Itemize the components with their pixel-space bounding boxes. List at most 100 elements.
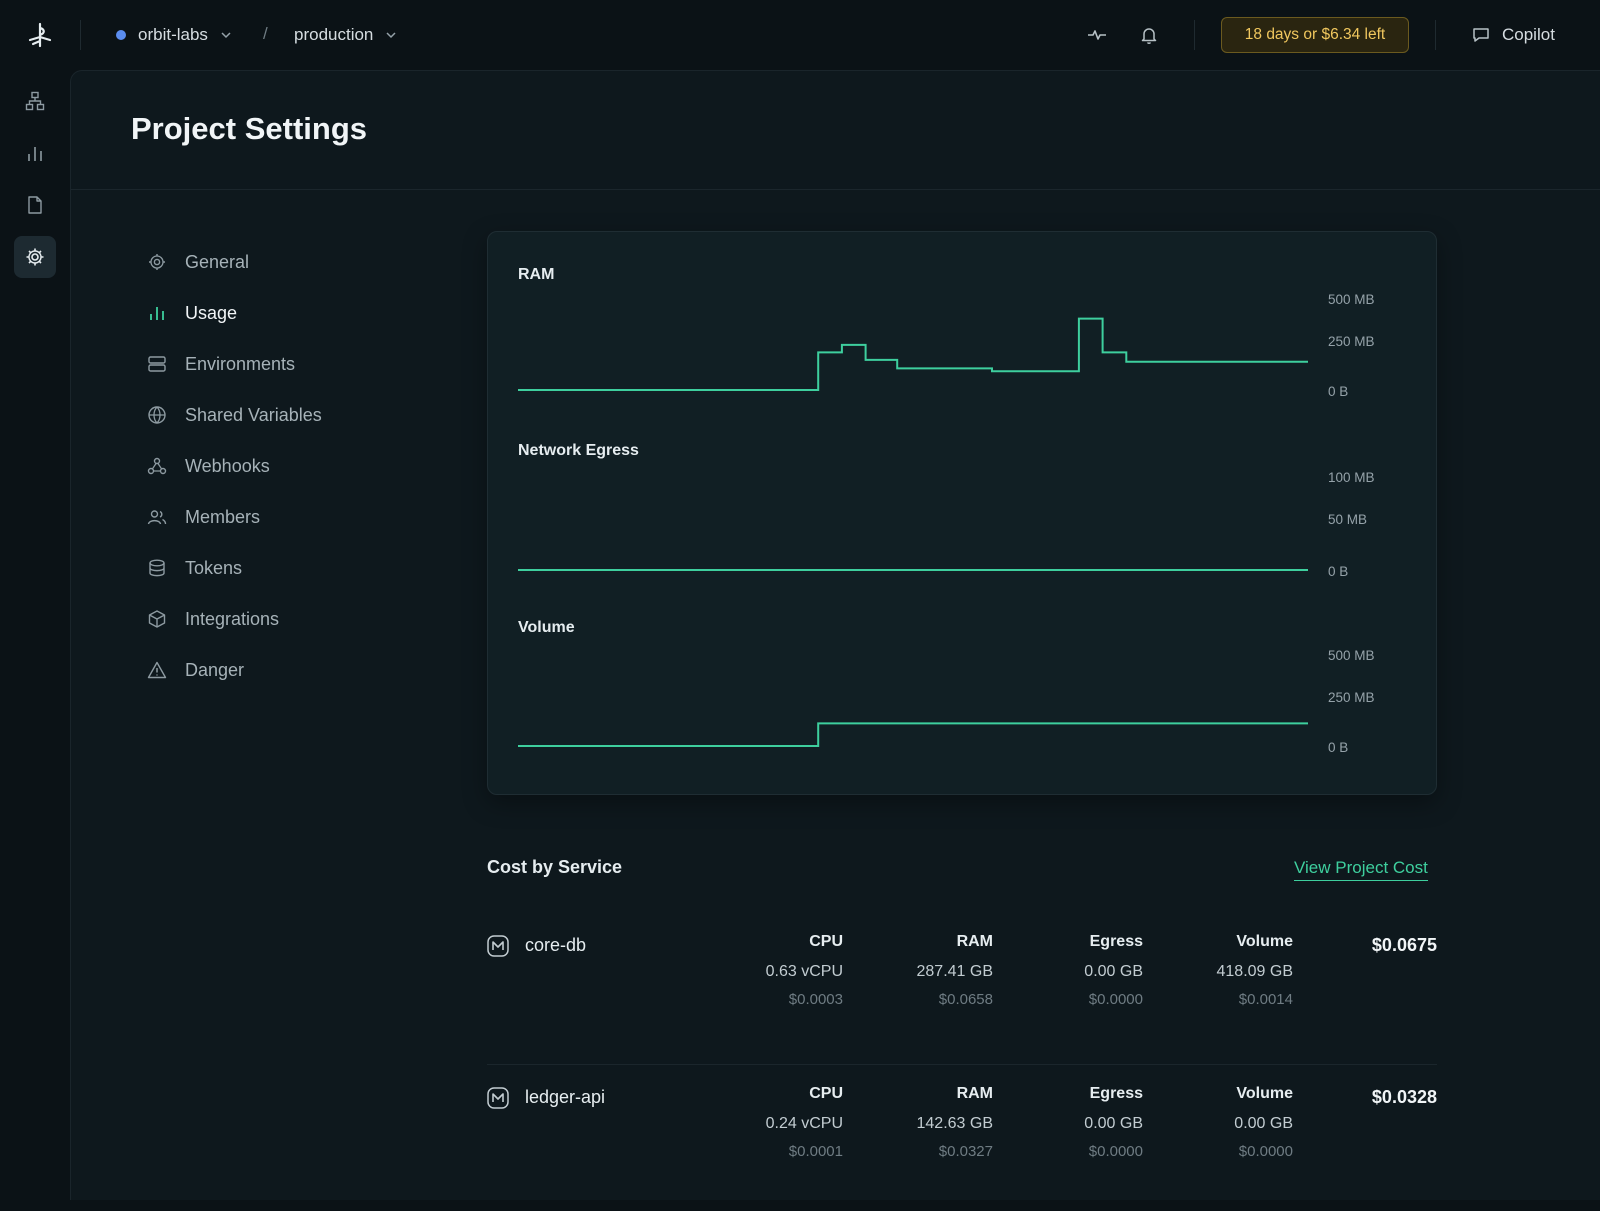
mysql-service-icon <box>487 935 509 957</box>
metric-cost: $0.0001 <box>788 1143 843 1160</box>
left-rail <box>0 70 70 1200</box>
users-icon <box>147 510 167 525</box>
nav-item-tokens[interactable]: Tokens <box>147 553 407 583</box>
metric-cost: $0.0000 <box>1238 1143 1293 1160</box>
nav-item-members[interactable]: Members <box>147 502 407 532</box>
nav-label: Webhooks <box>185 455 270 476</box>
metric-value: 0.24 vCPU <box>765 1115 843 1132</box>
rail-logs[interactable] <box>14 184 56 226</box>
metrics-icon <box>28 147 42 161</box>
metric-value: 142.63 GB <box>916 1115 994 1132</box>
ram-series-line <box>518 317 1308 391</box>
nav-item-webhooks[interactable]: Webhooks <box>147 451 407 481</box>
view-project-cost-link[interactable]: View Project Cost <box>1294 858 1428 881</box>
metric-value: 0.00 GB <box>1084 1115 1143 1132</box>
divider <box>1435 20 1436 50</box>
metric-cpu: CPU 0.63 vCPU $0.0003 <box>693 909 843 1008</box>
webhook-icon <box>147 457 167 475</box>
bell-icon[interactable] <box>1139 25 1159 45</box>
metric-volume: Volume 418.09 GB $0.0014 <box>1143 909 1294 1008</box>
nav-label: General <box>185 251 250 272</box>
chevron-down-icon <box>221 32 231 39</box>
metric-egress: Egress 0.00 GB $0.0000 <box>993 1061 1143 1160</box>
service-row[interactable]: core-db CPU 0.63 vCPU $0.0003 RAM 287.41… <box>487 909 1437 1059</box>
trial-badge[interactable]: 18 days or $6.34 left <box>1221 17 1409 53</box>
app-logo-icon[interactable] <box>24 20 54 50</box>
metric-volume: Volume 0.00 GB $0.0000 <box>1143 1061 1293 1160</box>
metric-cost: $0.0000 <box>1088 1143 1143 1160</box>
metric-egress: Egress 0.00 GB $0.0000 <box>993 909 1143 1008</box>
activity-icon[interactable] <box>1087 25 1107 45</box>
nav-label: Environments <box>185 353 296 374</box>
ram-chart-title: RAM <box>518 266 554 283</box>
volume-chart-title: Volume <box>518 619 575 636</box>
network-egress-tick-label: 50 MB <box>1328 512 1367 527</box>
usage-charts: RAM 500 MB 250 MB 0 B Network Egress 100 MB 50… <box>518 266 1375 755</box>
database-icon <box>149 559 165 577</box>
warning-icon <box>147 661 167 679</box>
nav-label: Members <box>185 506 261 527</box>
volume-tick-label: 0 B <box>1328 740 1348 755</box>
metric-label: RAM <box>956 933 993 950</box>
nav-label: Tokens <box>185 557 243 578</box>
service-name: core-db <box>525 935 587 955</box>
nav-item-shared-variables[interactable]: Shared Variables <box>147 400 407 430</box>
network-egress-chart-title: Network Egress <box>518 442 639 459</box>
rail-settings[interactable] <box>14 236 56 278</box>
metric-cost: $0.0658 <box>938 991 993 1008</box>
service-row[interactable]: ledger-api CPU 0.24 vCPU $0.0001 RAM 142… <box>487 1061 1437 1211</box>
network-egress-tick-label: 0 B <box>1328 564 1348 579</box>
metric-value: 0.00 GB <box>1234 1115 1293 1132</box>
nav-item-environments[interactable]: Environments <box>147 349 407 379</box>
gear-icon <box>149 254 165 270</box>
metric-cpu: CPU 0.24 vCPU $0.0001 <box>693 1061 843 1160</box>
metric-value: 287.41 GB <box>916 963 994 980</box>
nav-item-general[interactable]: General <box>147 247 407 277</box>
nav-item-integrations[interactable]: Integrations <box>147 604 407 634</box>
row-divider <box>487 1064 1437 1065</box>
metric-label: CPU <box>809 933 843 950</box>
rail-architecture[interactable] <box>14 80 56 122</box>
top-bar: orbit-labs / production 18 days or $6.34… <box>0 0 1600 70</box>
page-title: Project Settings <box>131 111 367 146</box>
copilot-button[interactable]: Copilot <box>1472 22 1555 48</box>
nav-label: Integrations <box>185 608 280 629</box>
network-egress-tick-label: 100 MB <box>1328 470 1375 485</box>
chevron-down-icon <box>386 32 396 39</box>
rail-metrics[interactable] <box>14 132 56 174</box>
metric-value: 0.63 vCPU <box>765 963 843 980</box>
metric-label: Egress <box>1089 1085 1143 1102</box>
breadcrumb-separator: / <box>263 24 268 43</box>
metric-label: CPU <box>809 1085 843 1102</box>
metric-label: Egress <box>1089 933 1143 950</box>
metric-cost: $0.0014 <box>1238 991 1293 1008</box>
workspace-dot <box>116 30 126 40</box>
nav-label: Shared Variables <box>185 404 322 425</box>
server-icon <box>148 356 166 372</box>
workspace-selector[interactable]: orbit-labs <box>116 22 232 48</box>
service-total-cost: $0.0328 <box>1371 1087 1437 1107</box>
usage-chart-card: RAM 500 MB 250 MB 0 B Network Egress 100 MB 50… <box>487 231 1437 795</box>
workspace-name: orbit-labs <box>138 25 208 44</box>
metric-ram: RAM 287.41 GB $0.0658 <box>843 909 994 1008</box>
box-icon <box>148 610 166 628</box>
header-divider <box>71 189 1600 190</box>
settings-icon <box>26 248 44 266</box>
nav-item-usage[interactable]: Usage <box>147 298 407 328</box>
ram-tick-label: 0 B <box>1328 384 1348 399</box>
service-total-cost: $0.0675 <box>1371 935 1437 955</box>
ram-tick-label: 250 MB <box>1328 334 1375 349</box>
copilot-label: Copilot <box>1502 25 1555 44</box>
service-name: ledger-api <box>525 1087 606 1107</box>
metric-cost: $0.0327 <box>938 1143 993 1160</box>
nav-item-danger[interactable]: Danger <box>147 655 407 685</box>
chat-icon <box>1473 28 1489 42</box>
metric-value: 418.09 GB <box>1216 963 1294 980</box>
metric-value: 0.00 GB <box>1084 963 1143 980</box>
main-panel: Project Settings General Usage Environme… <box>70 70 1600 1200</box>
logs-icon <box>28 196 42 214</box>
environment-selector[interactable]: production <box>294 22 397 48</box>
metric-cost: $0.0000 <box>1088 991 1143 1008</box>
architecture-icon <box>25 91 45 111</box>
mysql-service-icon <box>487 1087 509 1109</box>
